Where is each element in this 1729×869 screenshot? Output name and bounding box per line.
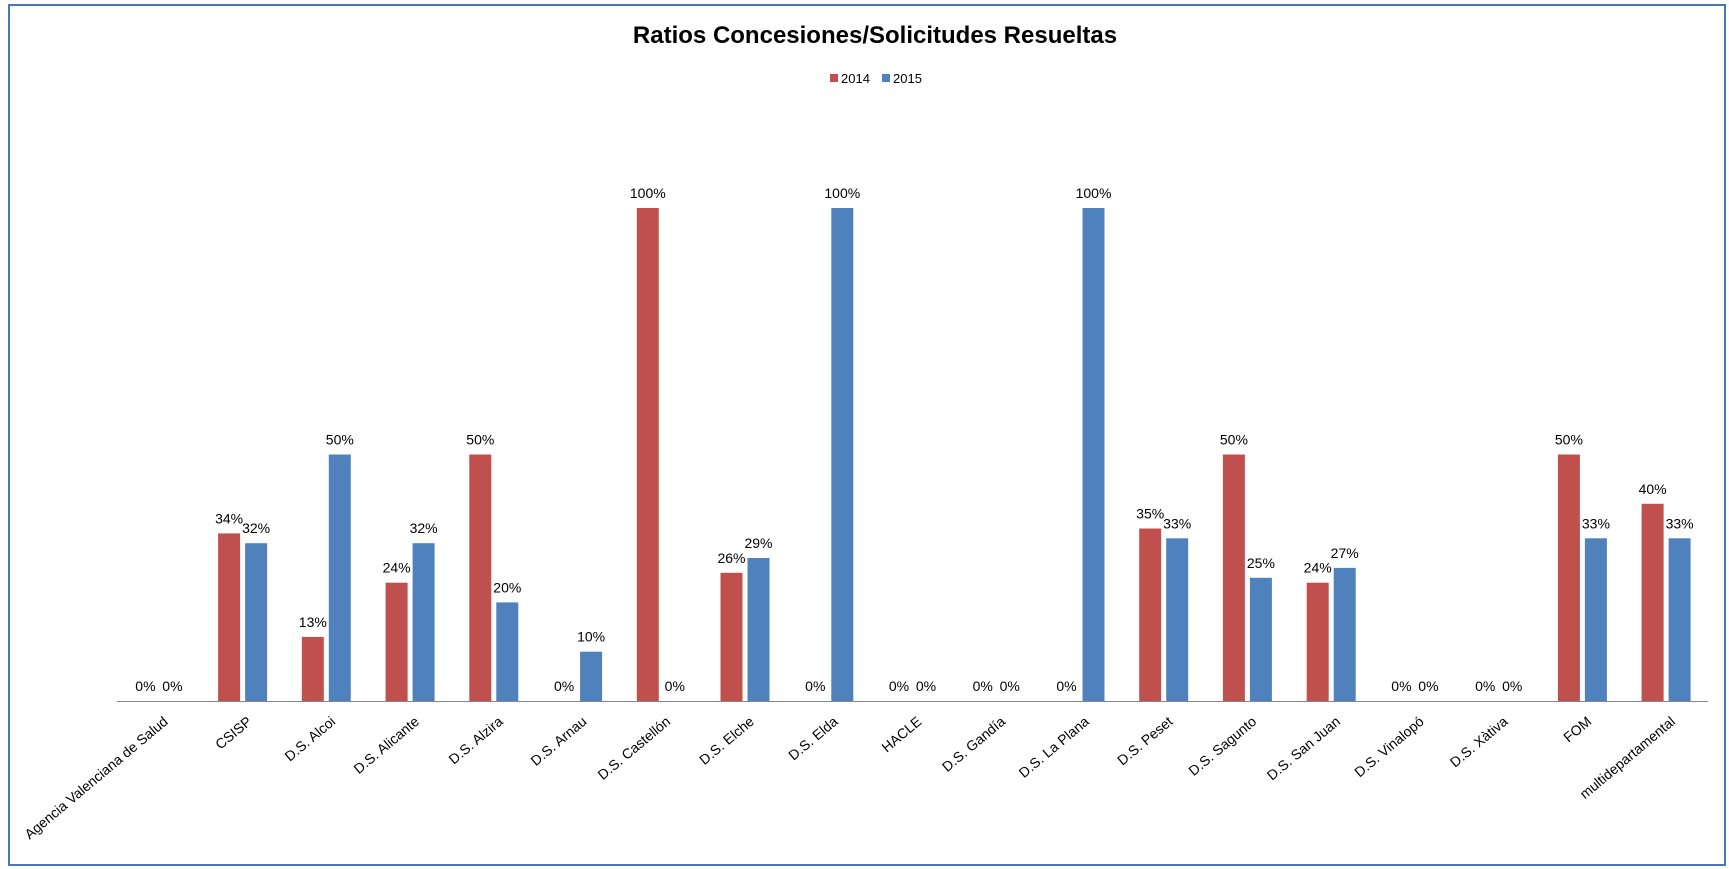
data-label-2015-10: 0%	[1000, 678, 1020, 694]
data-label-2015-7: 29%	[744, 535, 772, 551]
data-label-2015-16: 0%	[1502, 678, 1522, 694]
bar-2015-12	[1166, 538, 1189, 701]
bar-2015-7	[747, 558, 770, 701]
bar-2014-1	[218, 533, 241, 701]
bar-2015-8	[831, 208, 854, 701]
data-label-2015-5: 10%	[577, 629, 605, 645]
x-tick-label-10: D.S. Gandía	[939, 713, 1008, 775]
x-tick-label-9: HACLE	[878, 713, 924, 755]
x-tick-label-6: D.S. Castellón	[594, 713, 673, 783]
x-tick-label-2: D.S. Alcoi	[281, 713, 338, 764]
data-label-2015-9: 0%	[916, 678, 936, 694]
data-label-2014-10: 0%	[973, 678, 993, 694]
legend-label-2015: 2015	[893, 71, 922, 86]
x-tick-label-14: D.S. San Juan	[1264, 713, 1343, 783]
x-tick-labels-group: Agencia Valenciana de Salud CSISP D.S. Alc…	[21, 713, 1678, 842]
data-label-2014-7: 26%	[717, 550, 745, 566]
bar-2015-1	[245, 543, 268, 701]
data-label-2015-12: 33%	[1163, 515, 1191, 531]
x-tick-label-12: D.S. Peset	[1114, 713, 1176, 768]
bar-2014-13	[1222, 454, 1245, 701]
x-tick-label-5: D.S. Arnau	[527, 713, 589, 769]
data-label-2014-17: 50%	[1555, 432, 1583, 448]
x-tick-label-8: D.S. Elda	[785, 713, 841, 763]
data-label-2014-16: 0%	[1475, 678, 1495, 694]
bar-2015-11	[1082, 208, 1105, 701]
data-label-2015-3: 32%	[410, 520, 438, 536]
data-label-2015-14: 27%	[1331, 545, 1359, 561]
x-tick-label-1: CSISP	[212, 713, 254, 752]
data-label-2015-0: 0%	[162, 678, 182, 694]
data-label-2015-4: 20%	[493, 579, 521, 595]
data-label-2015-6: 0%	[665, 678, 685, 694]
data-label-2014-5: 0%	[554, 678, 574, 694]
bar-2014-12	[1139, 528, 1162, 701]
data-label-2014-2: 13%	[299, 614, 327, 630]
data-label-2015-2: 50%	[326, 432, 354, 448]
data-label-2014-18: 40%	[1639, 481, 1667, 497]
data-label-2014-13: 50%	[1220, 432, 1248, 448]
x-tick-label-17: FOM	[1560, 713, 1594, 745]
chart-title: Ratios Concesiones/Solicitudes Resueltas	[633, 22, 1117, 49]
x-tick-label-7: D.S. Elche	[696, 713, 757, 768]
bar-2015-13	[1249, 577, 1272, 702]
bar-2014-14	[1306, 582, 1329, 701]
bars-group	[218, 208, 1691, 702]
data-label-2014-14: 24%	[1304, 560, 1332, 576]
data-label-2015-15: 0%	[1418, 678, 1438, 694]
bar-2014-18	[1641, 503, 1664, 701]
bar-2015-4	[496, 602, 519, 701]
bar-2015-18	[1668, 538, 1691, 701]
data-label-2014-6: 100%	[630, 185, 666, 201]
bar-2014-3	[385, 582, 408, 701]
bar-2014-4	[469, 454, 492, 701]
bar-2015-17	[1584, 538, 1607, 701]
data-label-2014-9: 0%	[889, 678, 909, 694]
data-label-2014-12: 35%	[1136, 506, 1164, 522]
data-label-2015-1: 32%	[242, 520, 270, 536]
data-label-2014-15: 0%	[1391, 678, 1411, 694]
x-tick-label-4: D.S. Alzira	[445, 713, 506, 767]
x-tick-label-13: D.S. Sagunto	[1185, 713, 1259, 779]
data-label-2015-13: 25%	[1247, 555, 1275, 571]
x-tick-label-11: D.S. La Plana	[1015, 713, 1092, 781]
x-tick-label-0: Agencia Valenciana de Salud	[21, 713, 171, 842]
bar-2014-2	[301, 636, 324, 701]
data-label-2014-8: 0%	[805, 678, 825, 694]
data-label-2015-8: 100%	[824, 185, 860, 201]
bar-2014-6	[636, 208, 659, 701]
bar-2015-5	[580, 651, 603, 701]
bar-2015-2	[328, 454, 351, 701]
x-tick-label-15: D.S. Vinalopó	[1351, 713, 1427, 780]
bar-2014-7	[720, 572, 743, 701]
x-tick-label-3: D.S. Alicante	[350, 713, 422, 777]
data-label-2014-0: 0%	[135, 678, 155, 694]
data-label-2014-3: 24%	[383, 560, 411, 576]
data-label-2015-17: 33%	[1582, 515, 1610, 531]
chart-frame	[8, 4, 1726, 866]
data-label-2014-1: 34%	[215, 510, 243, 526]
data-label-2015-11: 100%	[1076, 185, 1112, 201]
bar-2015-3	[412, 543, 435, 701]
x-tick-label-16: D.S. Xàtiva	[1447, 713, 1511, 770]
legend-swatch-2015	[882, 74, 890, 82]
legend: 2014 2015	[830, 71, 922, 86]
data-labels-group: 0% 0%34%32%13%50%24%32%50%20%0%10%100%0%2…	[135, 185, 1693, 694]
bar-2015-14	[1333, 567, 1356, 701]
bar-2014-17	[1557, 454, 1580, 701]
data-label-2014-4: 50%	[466, 432, 494, 448]
data-label-2015-18: 33%	[1666, 515, 1694, 531]
legend-label-2014: 2014	[841, 71, 870, 86]
data-label-2014-11: 0%	[1056, 678, 1076, 694]
legend-swatch-2014	[830, 74, 838, 82]
